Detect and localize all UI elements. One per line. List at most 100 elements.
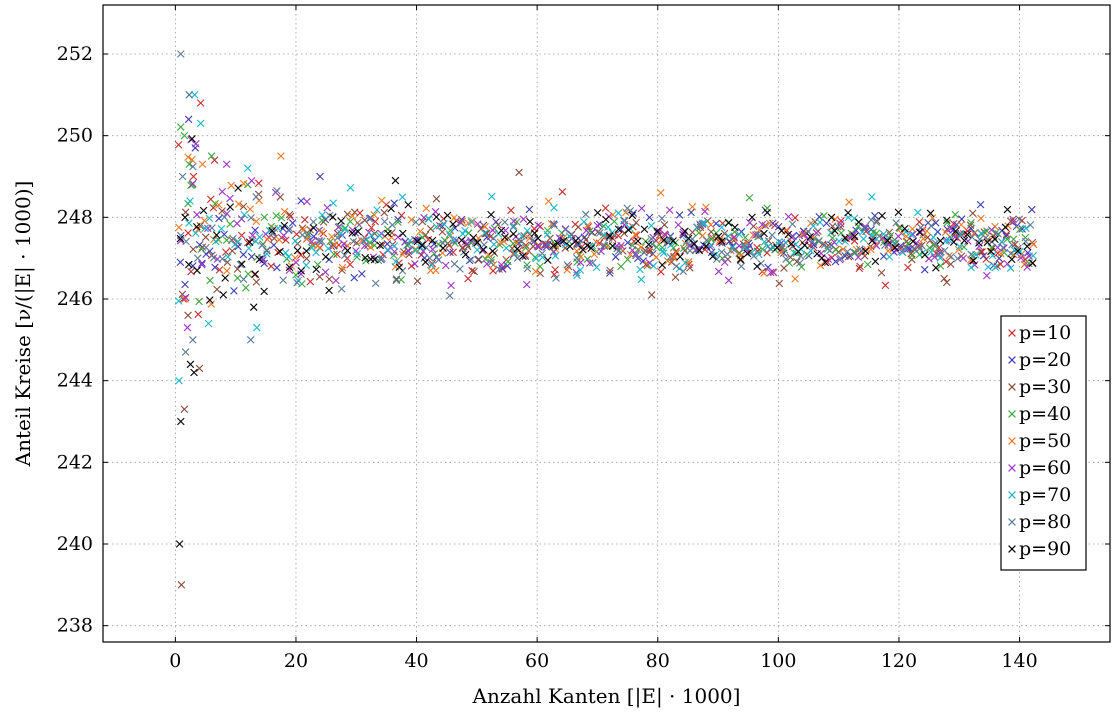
scatter-point: [687, 208, 695, 217]
scatter-point: [935, 250, 943, 259]
scatter-point: [782, 255, 790, 263]
scatter-point: [850, 248, 858, 257]
scatter-point: [544, 240, 552, 248]
plot-frame: [102, 4, 1111, 643]
scatter-point: [631, 249, 640, 258]
legend-entry: p=20: [1008, 349, 1071, 371]
scatter-point: [532, 254, 540, 263]
scatter-point: [580, 233, 589, 241]
scatter-point: [969, 256, 978, 265]
scatter-point: [791, 213, 799, 222]
scatter-point: [181, 348, 190, 356]
scatter-point: [843, 247, 852, 256]
scatter-point: [953, 254, 962, 263]
scatter-point: [572, 269, 581, 277]
legend-entry: p=80: [1008, 511, 1071, 533]
scatter-point: [233, 274, 242, 282]
scatter-point: [928, 214, 937, 222]
scatter-point: [775, 279, 784, 288]
scatter-point: [666, 253, 674, 261]
scatter-point: [637, 275, 646, 284]
scatter-point: [940, 246, 949, 255]
scatter-point: [1022, 224, 1030, 233]
scatter-point: [482, 229, 491, 238]
scatter-point: [917, 223, 925, 232]
scatter-point: [622, 208, 630, 217]
scatter-point: [632, 251, 640, 260]
scatter-point: [927, 222, 935, 230]
scatter-point: [326, 237, 335, 246]
scatter-point: [892, 219, 900, 227]
scatter-point: [737, 262, 746, 271]
scatter-point: [702, 242, 711, 250]
scatter-point: [340, 240, 348, 248]
scatter-point: [315, 226, 323, 235]
y-tick-label: 250: [57, 125, 93, 147]
scatter-point: [185, 91, 194, 99]
scatter-point: [371, 279, 380, 288]
scatter-point: [718, 237, 726, 245]
scatter-point: [647, 291, 656, 299]
scatter-point: [200, 216, 209, 225]
scatter-point: [868, 193, 876, 201]
scatter-point: [443, 211, 452, 220]
scatter-point: [943, 278, 951, 287]
scatter-point: [428, 259, 437, 268]
scatter-point: [658, 247, 667, 255]
scatter-point: [863, 260, 872, 269]
scatter-point: [991, 263, 1000, 272]
scatter-point: [184, 229, 192, 237]
legend-marker: [1008, 437, 1016, 445]
legend-marker: [1008, 545, 1016, 553]
scatter-point: [1023, 242, 1032, 251]
legend-label: p=60: [1019, 457, 1071, 479]
scatter-point: [519, 215, 528, 223]
scatter-point: [218, 187, 227, 196]
scatter-point: [631, 230, 639, 239]
scatter-point: [987, 226, 996, 234]
scatter-point: [626, 207, 634, 215]
scatter-point: [933, 228, 942, 236]
scatter-point: [742, 243, 751, 252]
scatter-point: [790, 248, 798, 257]
scatter-point: [932, 264, 940, 272]
scatter-point: [1028, 205, 1036, 214]
scatter-point: [272, 211, 280, 220]
scatter-point: [1008, 241, 1016, 249]
scatter-point: [925, 244, 934, 252]
scatter-point: [861, 247, 870, 255]
x-tick-label: 0: [169, 650, 181, 672]
scatter-point: [260, 213, 269, 222]
scatter-point: [822, 219, 831, 228]
scatter-point: [404, 247, 413, 256]
scatter-point: [690, 240, 699, 248]
scatter-point: [390, 242, 399, 250]
legend-label: p=40: [1019, 403, 1071, 425]
scatter-point: [637, 204, 646, 213]
scatter-point: [346, 183, 355, 192]
scatter-point: [553, 239, 562, 248]
scatter-point: [223, 209, 231, 218]
scatter-point: [1014, 247, 1022, 255]
scatter-point: [748, 213, 756, 222]
scatter-point: [488, 247, 497, 255]
scatter-point: [735, 230, 744, 239]
scatter-point: [681, 227, 689, 236]
scatter-point: [858, 228, 867, 236]
scatter-point: [525, 205, 534, 214]
scatter-point: [229, 234, 237, 243]
scatter-point: [760, 269, 768, 277]
scatter-point: [967, 263, 975, 272]
scatter-point: [388, 221, 397, 229]
scatter-point: [745, 193, 754, 202]
scatter-point: [193, 266, 201, 275]
scatter-point: [585, 259, 594, 267]
scatter-point: [226, 203, 234, 211]
scatter-point: [519, 252, 527, 260]
scatter-point: [605, 232, 614, 240]
scatter-point: [943, 218, 951, 227]
scatter-point: [698, 219, 707, 228]
scatter-point: [1021, 237, 1030, 246]
scatter-point: [859, 235, 868, 243]
scatter-point: [281, 249, 290, 257]
